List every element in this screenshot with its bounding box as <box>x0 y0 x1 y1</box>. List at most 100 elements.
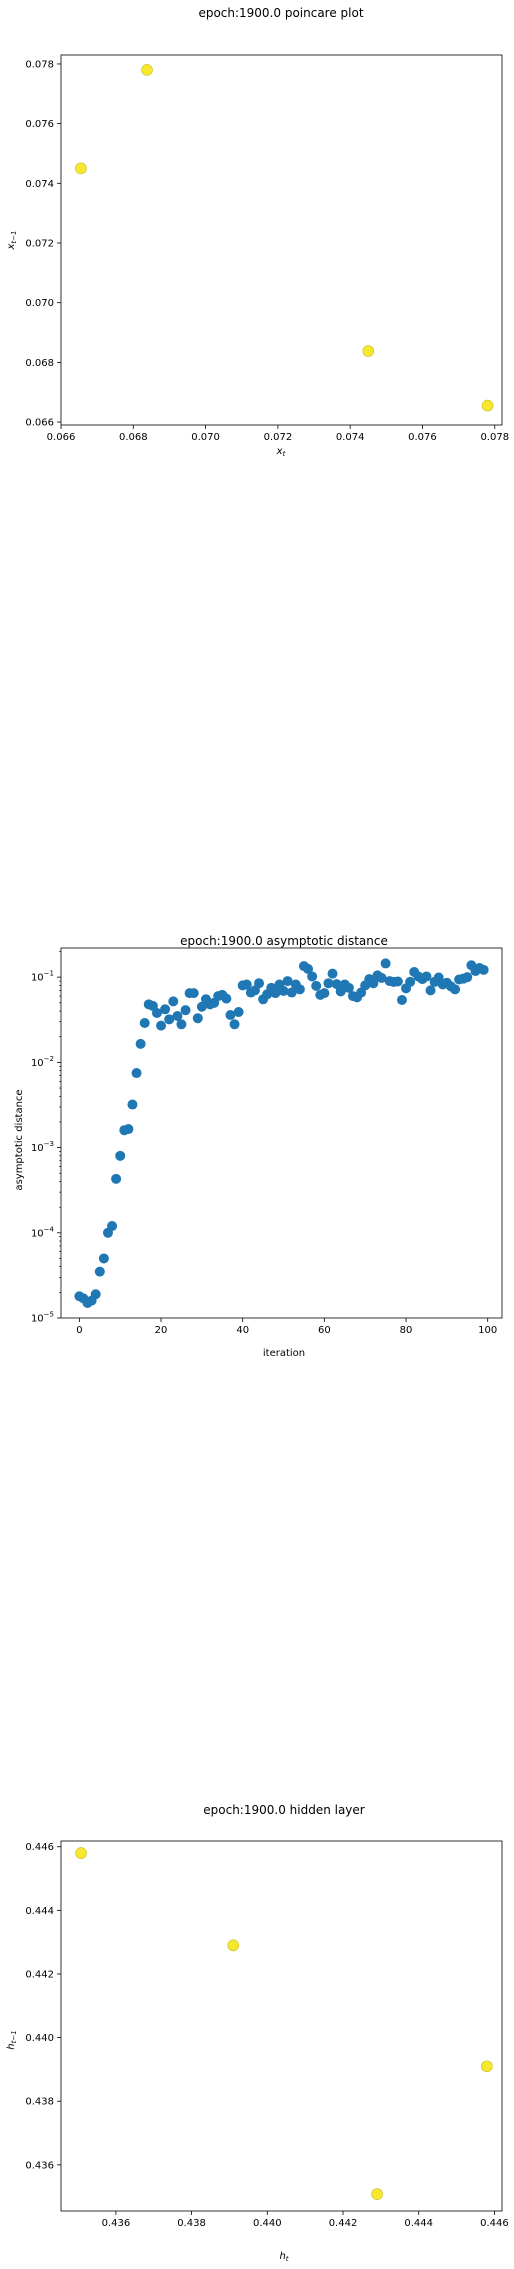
y-tick-label: 0.072 <box>25 238 54 249</box>
data-point <box>376 972 387 983</box>
chart3-ylabel: ht−1 <box>6 2030 18 2049</box>
data-point <box>421 971 432 982</box>
x-tick-label: 0.440 <box>253 2218 282 2229</box>
data-point <box>323 978 334 989</box>
y-tick-label: 0.436 <box>25 2160 54 2171</box>
data-point <box>131 1068 142 1079</box>
data-point <box>481 2060 493 2073</box>
data-point <box>172 1011 183 1022</box>
chart1-plot-area: 0.066 0.068 0.070 0.072 0.074 0.076 0.078 0.066… <box>25 54 509 443</box>
data-point <box>478 964 489 975</box>
axes-frame <box>60 54 503 426</box>
data-point <box>327 968 338 979</box>
x-tick-label: 0.436 <box>102 2218 131 2229</box>
x-tick-label: 0.444 <box>404 2218 433 2229</box>
data-point <box>282 976 293 987</box>
data-point <box>286 987 297 998</box>
chart1-xlabel: xt <box>276 446 286 458</box>
data-point <box>135 1038 146 1049</box>
data-point <box>481 399 494 412</box>
axes-frame <box>60 1840 503 2212</box>
y-tick-label: 10−4 <box>31 1225 55 1239</box>
x-tick-label: 0.078 <box>480 432 509 443</box>
y-tick-label: 0.442 <box>25 1969 54 1980</box>
data-point <box>168 996 179 1007</box>
data-point <box>303 963 314 974</box>
data-point <box>111 1173 122 1184</box>
data-point <box>188 988 199 999</box>
chart1-ylabel: xt−1 <box>6 231 18 251</box>
data-point <box>75 1847 87 1859</box>
data-point <box>164 1014 175 1025</box>
data-point <box>115 1150 126 1161</box>
x-tick-label: 0.068 <box>119 432 148 443</box>
x-tick-label: 40 <box>236 1325 249 1336</box>
data-point <box>160 1004 171 1015</box>
data-point <box>450 984 461 995</box>
data-point <box>241 979 252 990</box>
data-point <box>319 988 330 999</box>
data-point <box>151 1007 162 1018</box>
data-point <box>270 988 281 999</box>
x-tick-label: 0.072 <box>264 432 293 443</box>
data-point <box>90 1289 101 1300</box>
chart2-plot-area: 0 20 40 60 80 100 10−5 10−4 10−3 10−2 10−1 <box>31 947 503 1336</box>
data-point <box>192 1013 203 1024</box>
x-tick-label: 100 <box>478 1325 497 1336</box>
y-tick-label: 0.076 <box>25 119 54 130</box>
data-point <box>368 978 379 989</box>
x-tick-label: 0.066 <box>47 432 76 443</box>
data-point <box>343 982 354 993</box>
data-point <box>227 1939 240 1952</box>
data-point <box>141 64 153 76</box>
y-tick-label: 0.078 <box>25 59 54 70</box>
y-tick-label: 0.440 <box>25 2033 54 2044</box>
y-tick-label: 0.074 <box>25 179 54 190</box>
x-tick-label: 0 <box>76 1325 82 1336</box>
data-point <box>75 162 87 175</box>
data-point <box>225 1009 236 1020</box>
data-point <box>380 958 391 969</box>
data-point <box>123 1124 134 1135</box>
chart3-xlabel: ht <box>279 2251 288 2263</box>
axes-frame <box>60 947 503 1319</box>
chart1-title: epoch:1900.0 poincare plot <box>198 6 363 20</box>
y-tick-label: 0.444 <box>25 1906 54 1917</box>
y-tick-label: 0.070 <box>25 298 54 309</box>
data-point <box>156 1020 167 1031</box>
data-point <box>362 345 375 357</box>
data-point <box>107 1221 118 1232</box>
x-tick-label: 0.070 <box>191 432 220 443</box>
data-point <box>180 1005 191 1016</box>
data-point <box>94 1266 105 1277</box>
data-point <box>425 985 436 996</box>
data-point <box>405 976 416 987</box>
chart2-ylabel: asymptotic distance <box>14 1089 25 1190</box>
y-tick-label: 0.438 <box>25 2097 54 2108</box>
y-tick-label: 0.068 <box>25 358 54 369</box>
x-tick-label: 80 <box>400 1325 413 1336</box>
data-point <box>233 1007 244 1018</box>
data-point <box>331 979 342 990</box>
data-point <box>392 976 403 987</box>
y-tick-label: 0.066 <box>25 418 54 429</box>
data-point <box>396 994 407 1005</box>
data-point <box>278 985 289 996</box>
data-point <box>371 2188 383 2200</box>
data-point <box>462 972 473 983</box>
x-tick-label: 0.442 <box>329 2218 358 2229</box>
chart2-title: epoch:1900.0 asymptotic distance <box>180 934 388 948</box>
x-tick-label: 20 <box>155 1325 168 1336</box>
chart2-xlabel: iteration <box>263 1348 305 1359</box>
x-tick-label: 0.438 <box>177 2218 206 2229</box>
data-point <box>176 1019 187 1030</box>
y-tick-label: 10−1 <box>31 970 54 984</box>
x-tick-label: 0.074 <box>336 432 365 443</box>
y-tick-label: 10−3 <box>31 1140 54 1154</box>
y-tick-label: 10−5 <box>31 1311 54 1325</box>
data-point <box>229 1019 240 1030</box>
data-point <box>307 971 318 982</box>
data-point <box>294 984 305 995</box>
y-tick-label: 0.446 <box>25 1842 54 1853</box>
